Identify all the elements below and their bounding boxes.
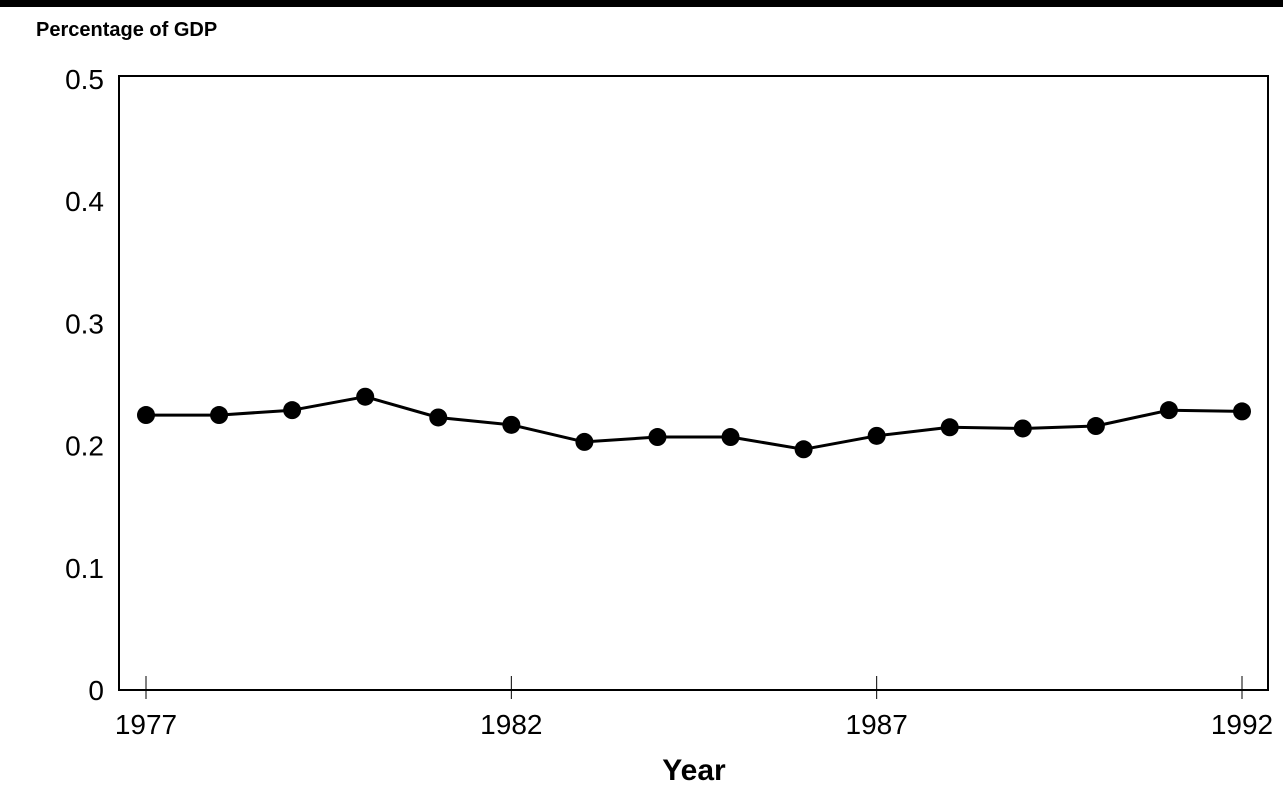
data-point <box>137 406 155 425</box>
x-axis-label: Year <box>662 754 726 787</box>
data-point <box>1159 401 1178 420</box>
x-axis: 1977 1982 1987 1992 <box>115 676 1273 740</box>
x-tick-label: 1987 <box>846 709 908 740</box>
x-tick-label: 1977 <box>115 709 177 740</box>
y-axis: 0 0.1 0.2 0.3 0.4 0.5 <box>65 64 104 706</box>
y-tick-label: 0.3 <box>65 308 104 339</box>
data-point <box>210 406 229 425</box>
x-tick-label: 1992 <box>1211 709 1273 740</box>
data-point <box>867 426 886 445</box>
y-tick-label: 0.5 <box>65 64 104 95</box>
data-point <box>940 418 959 437</box>
y-tick-label: 0.4 <box>65 186 104 217</box>
x-tick-label: 1982 <box>480 709 542 740</box>
top-rule <box>0 0 1283 7</box>
data-point <box>429 408 448 427</box>
data-point <box>575 432 594 451</box>
data-point <box>1086 417 1105 436</box>
data-point <box>794 440 813 459</box>
data-point <box>1013 419 1032 438</box>
y-axis-label: Percentage of GDP <box>36 19 218 41</box>
data-point <box>1233 402 1251 421</box>
plot-frame <box>118 75 1269 691</box>
y-tick-label: 0.2 <box>65 431 104 462</box>
data-point <box>356 387 375 406</box>
y-tick-label: 0.1 <box>65 553 104 584</box>
data-point <box>283 401 302 420</box>
series-line <box>146 395 1243 451</box>
y-tick-label: 0 <box>88 675 104 706</box>
data-point <box>721 428 740 447</box>
series-markers <box>137 387 1251 459</box>
data-point <box>502 415 521 434</box>
data-point <box>648 428 667 447</box>
